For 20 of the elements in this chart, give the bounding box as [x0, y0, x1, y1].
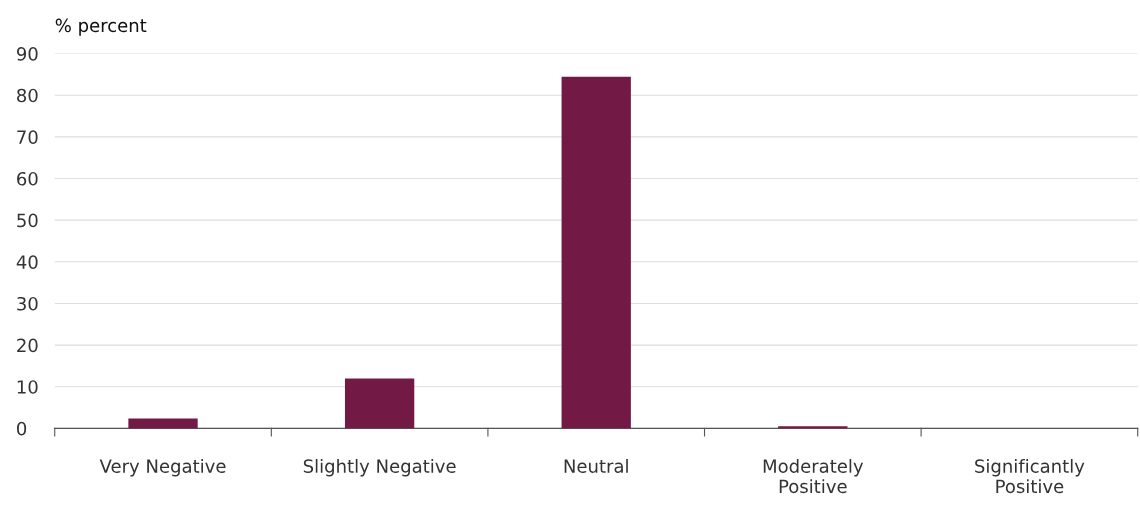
y-tick-label: 0	[17, 421, 27, 436]
x-tick-label: Very Negative	[99, 458, 226, 477]
x-tick-label: Neutral	[564, 458, 628, 473]
bar	[344, 378, 415, 429]
x-tick-label: Moderately Positive	[763, 458, 864, 494]
bar	[128, 418, 198, 429]
bar	[561, 76, 631, 429]
y-tick-label: 80	[17, 88, 38, 103]
bar	[778, 426, 848, 429]
y-tick-label: 90	[16, 47, 38, 61]
y-tick-label: 50	[17, 213, 38, 228]
y-tick-label: 70	[17, 130, 38, 144]
x-tick-label: Significantly Positive	[975, 458, 1085, 494]
x-tick-label: Slightly Negative	[303, 458, 456, 477]
y-tick-label: 10	[17, 380, 38, 394]
y-tick-label: 20	[17, 338, 38, 353]
y-axis-title: % percent	[55, 18, 147, 36]
y-tick-label: 60	[17, 171, 38, 186]
y-tick-label: 40	[16, 255, 38, 269]
y-tick-label: 30	[17, 296, 38, 311]
